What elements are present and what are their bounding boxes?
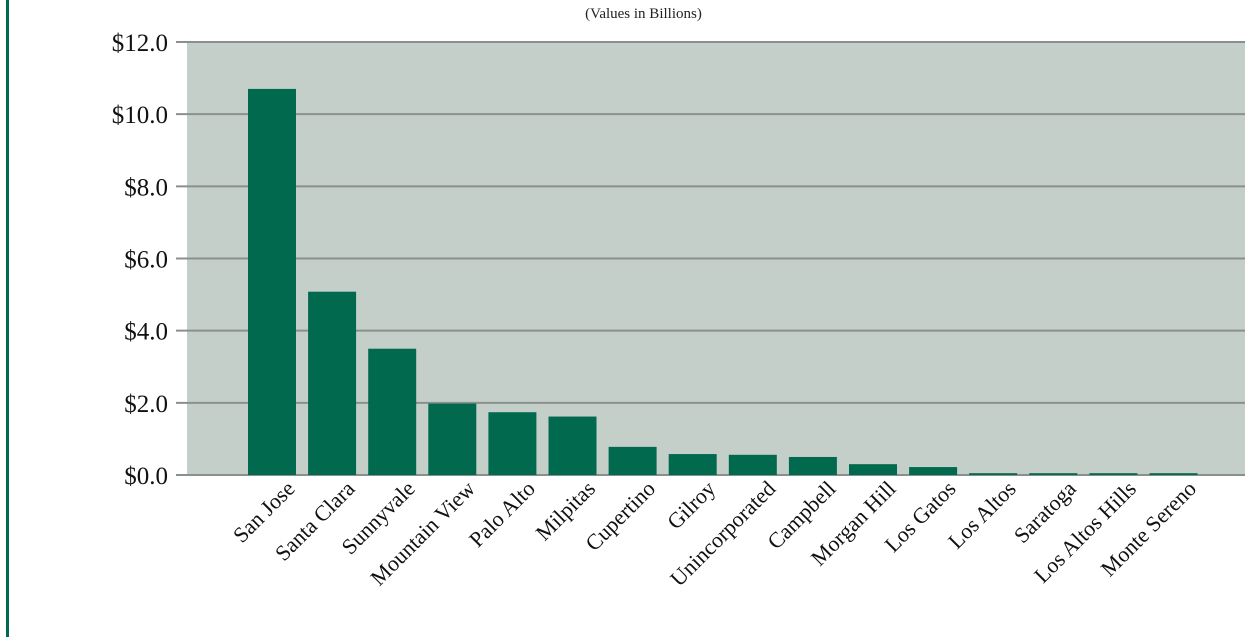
y-tick-label: $4.0: [124, 319, 168, 346]
y-tick-label: $6.0: [124, 247, 168, 274]
bar: [248, 89, 296, 475]
bar: [609, 447, 657, 475]
bar: [669, 454, 717, 475]
bar: [789, 457, 837, 475]
bar: [308, 292, 356, 475]
bar: [368, 349, 416, 475]
bar: [969, 473, 1017, 475]
x-tick-label: Mountain View: [365, 476, 480, 591]
bar: [1089, 473, 1137, 475]
y-tick-label: $10.0: [112, 102, 168, 129]
bar: [1150, 473, 1198, 475]
x-tick-label: Gilroy: [662, 476, 720, 534]
bar: [849, 464, 897, 475]
bar: [909, 467, 957, 475]
y-tick-label: $8.0: [124, 174, 168, 201]
x-tick-label: Unincorporated: [665, 476, 780, 591]
bar: [428, 404, 476, 475]
bar: [729, 455, 777, 475]
x-tick-label: Palo Alto: [464, 476, 540, 552]
bar: [1029, 473, 1077, 475]
y-tick-label: $12.0: [112, 30, 168, 57]
y-tick-label: $0.0: [124, 463, 168, 490]
x-tick-label: Los Altos: [943, 476, 1021, 554]
y-tick-label: $2.0: [124, 391, 168, 418]
bar: [549, 417, 597, 475]
bar: [488, 412, 536, 475]
